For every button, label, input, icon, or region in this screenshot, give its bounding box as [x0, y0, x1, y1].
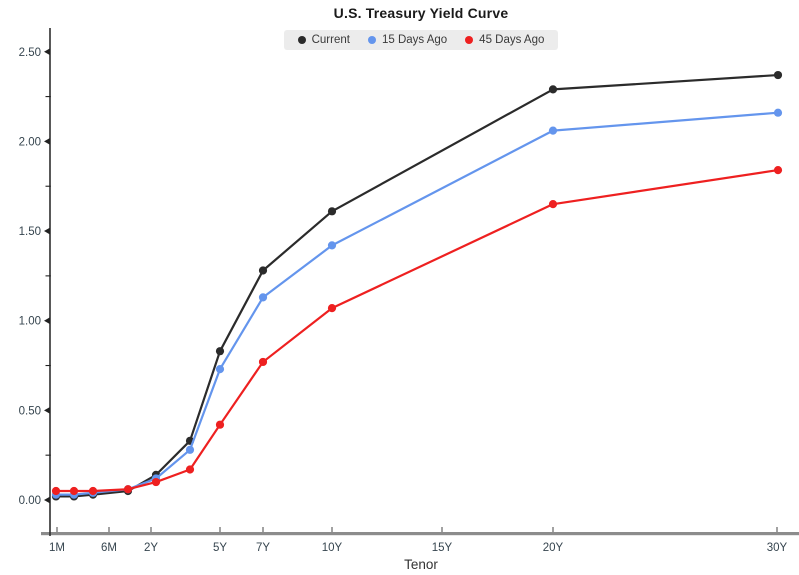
x-axis-label: Tenor: [404, 557, 438, 572]
svg-text:0.50: 0.50: [19, 405, 41, 417]
legend: Current 15 Days Ago 45 Days Ago: [283, 30, 559, 50]
legend-item-15-days-ago: 15 Days Ago: [367, 34, 448, 46]
svg-text:2.00: 2.00: [19, 136, 41, 148]
svg-text:10Y: 10Y: [322, 542, 343, 554]
svg-text:0.00: 0.00: [19, 495, 41, 507]
svg-text:2Y: 2Y: [144, 542, 158, 554]
legend-label-15-days: 15 Days Ago: [381, 34, 448, 46]
svg-text:1.00: 1.00: [19, 316, 41, 328]
svg-text:2.50: 2.50: [19, 47, 41, 59]
svg-text:30Y: 30Y: [767, 542, 788, 554]
legend-label-45-days: 45 Days Ago: [479, 34, 545, 46]
svg-text:7Y: 7Y: [256, 542, 270, 554]
legend-item-current: Current: [297, 34, 350, 46]
svg-text:5Y: 5Y: [213, 542, 227, 554]
legend-container: Current 15 Days Ago 45 Days Ago: [52, 30, 790, 50]
legend-marker-current-icon: [297, 36, 306, 44]
svg-text:20Y: 20Y: [543, 542, 564, 554]
legend-marker-15-days-icon: [367, 36, 376, 44]
legend-item-45-days-ago: 45 Days Ago: [465, 34, 544, 46]
legend-marker-45-days-icon: [465, 36, 474, 44]
chart-title: U.S. Treasury Yield Curve: [333, 5, 509, 21]
svg-text:15Y: 15Y: [432, 542, 453, 554]
svg-text:1M: 1M: [49, 542, 65, 554]
svg-text:6M: 6M: [101, 542, 117, 554]
legend-label-current: Current: [311, 34, 350, 46]
svg-text:1.50: 1.50: [19, 226, 41, 238]
